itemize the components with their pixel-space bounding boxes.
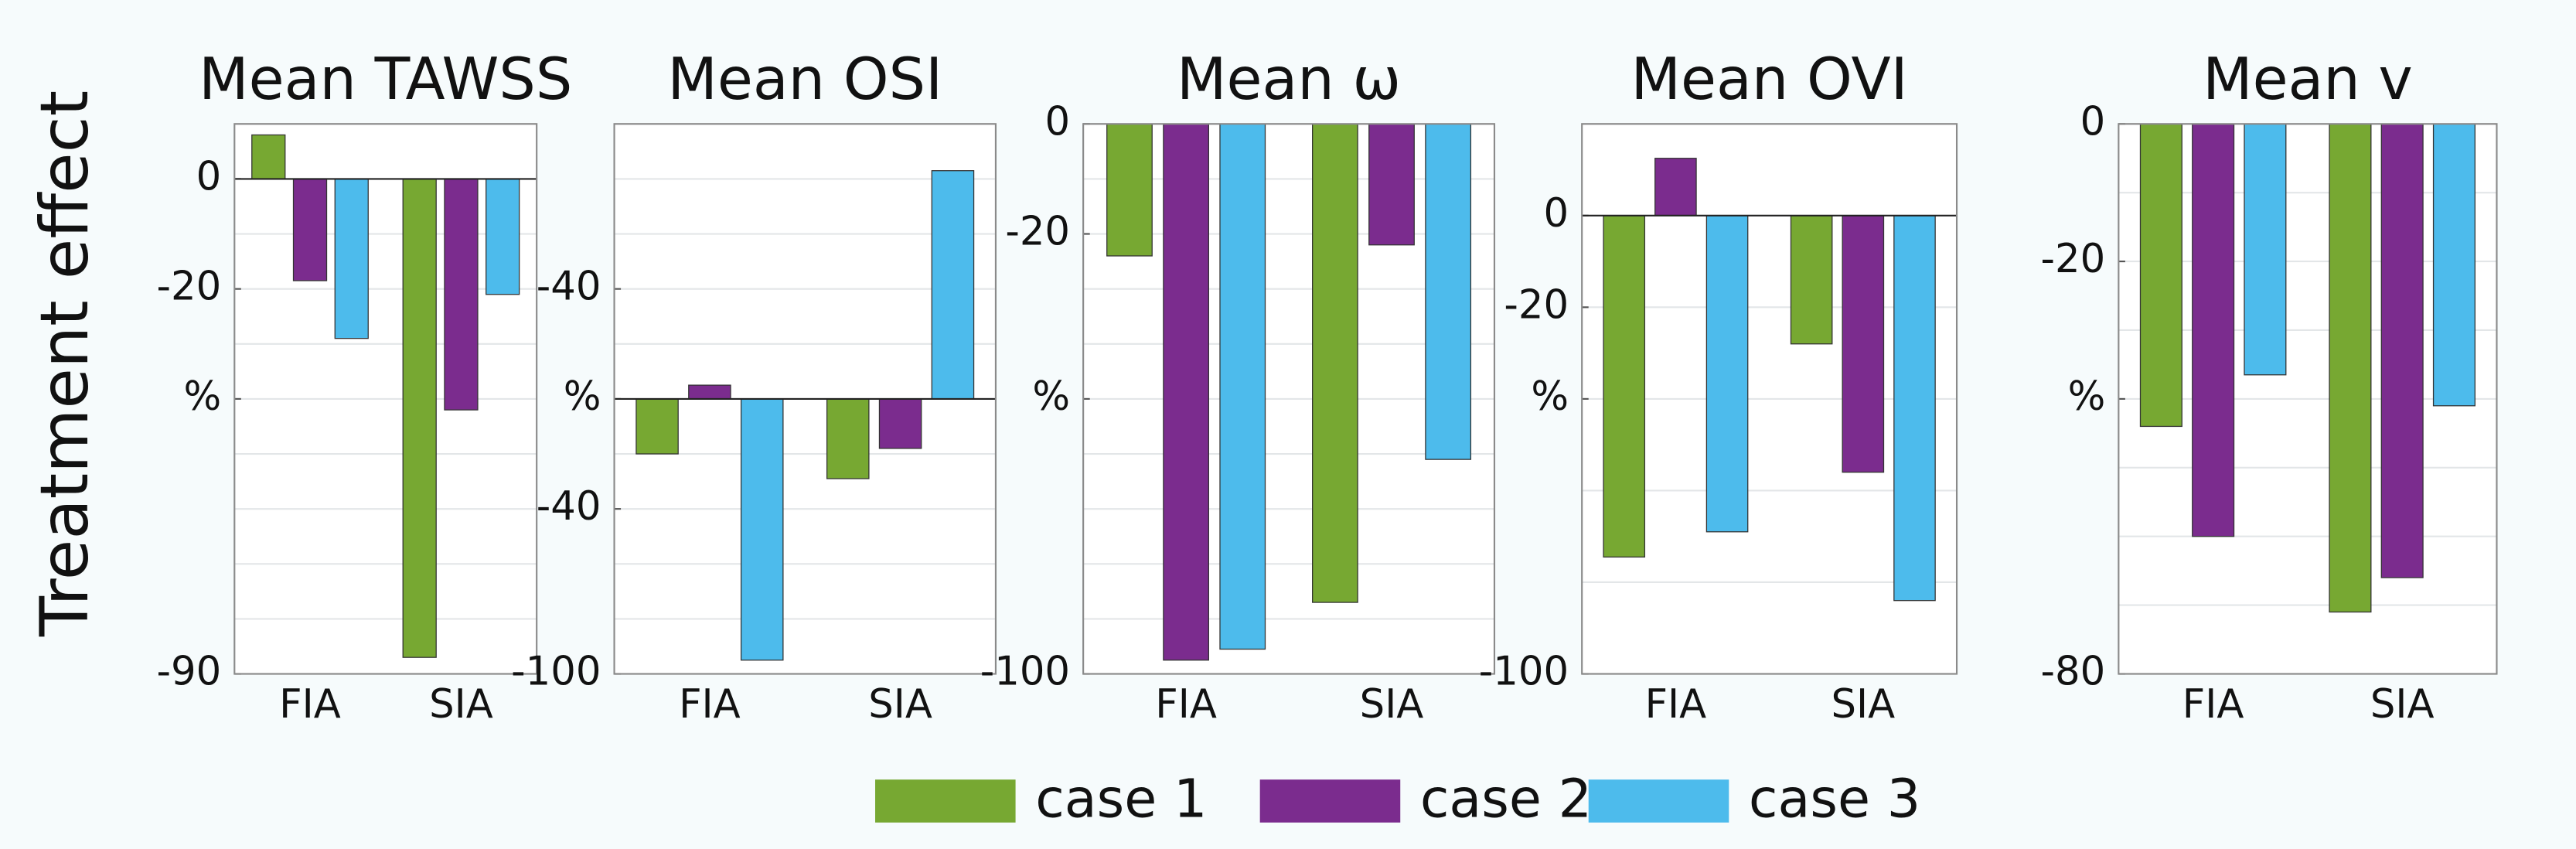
bar (2432, 123, 2475, 407)
x-tick-label: SIA (1360, 681, 1424, 728)
y-tick-label: 0 (2080, 98, 2106, 145)
bar (2139, 123, 2182, 428)
bar (688, 384, 731, 400)
legend-swatch (1259, 779, 1401, 823)
x-tick-label: FIA (1155, 681, 1217, 728)
y-tick-label: 0 (196, 153, 222, 199)
bar (402, 178, 437, 658)
y-tick-label: 0 (1543, 190, 1569, 237)
bar (334, 178, 369, 339)
bar (1219, 123, 1266, 650)
y-tick-label: -20 (156, 264, 221, 310)
y-tick-label: -90 (156, 649, 221, 695)
bar (444, 178, 479, 411)
bar (1425, 123, 1472, 460)
y-tick-label: -20 (1005, 209, 1070, 255)
bar (1163, 123, 1210, 661)
x-tick-label: SIA (2370, 681, 2435, 728)
bar (931, 170, 975, 400)
legend-label: case 3 (1749, 769, 1920, 830)
y-tick-label: -40 (537, 264, 601, 310)
x-tick-label: FIA (279, 681, 341, 728)
panel-title: Mean ω (1177, 46, 1401, 113)
bar (486, 178, 520, 295)
bar (1312, 123, 1358, 603)
bar (740, 398, 784, 661)
bar (1603, 215, 1646, 558)
y-tick-label: -100 (1479, 649, 1569, 695)
plot-border (233, 123, 538, 675)
bar (292, 178, 328, 281)
bar (1106, 123, 1153, 257)
bar (826, 398, 870, 479)
y-tick-label: -100 (980, 649, 1070, 695)
x-tick-label: FIA (2182, 681, 2244, 728)
bar (2244, 123, 2287, 376)
bar (635, 398, 679, 455)
y-tick-label: -80 (2041, 649, 2106, 695)
bar (878, 398, 922, 449)
legend-label: case 2 (1420, 769, 1592, 830)
bar (1705, 215, 1749, 533)
panel-title: Mean OVI (1631, 46, 1908, 113)
bar (1842, 215, 1885, 473)
x-tick-label: SIA (1831, 681, 1895, 728)
y-tick-label: -20 (2041, 236, 2106, 282)
y-tick-label: % (1531, 373, 1569, 420)
bar (1893, 215, 1936, 602)
bar (2329, 123, 2372, 613)
legend-swatch (875, 779, 1016, 823)
legend-swatch (1588, 779, 1729, 823)
x-tick-label: SIA (429, 681, 493, 728)
bar (1654, 158, 1697, 217)
x-tick-label: SIA (868, 681, 932, 728)
bar (2192, 123, 2235, 537)
y-tick-label: -40 (537, 483, 601, 530)
y-tick-label: % (1032, 373, 1070, 420)
y-tick-label: 0 (1044, 98, 1070, 145)
panel-title: Mean OSI (667, 46, 942, 113)
y-tick-label: % (184, 373, 222, 420)
plot-border (1581, 123, 1958, 675)
plot-border (1082, 123, 1496, 675)
y-tick-label: % (2068, 373, 2106, 420)
bar (1368, 123, 1415, 246)
bar (2380, 123, 2424, 578)
y-axis-label: Treatment effect (27, 90, 104, 637)
panel-title: Mean v (2203, 46, 2413, 113)
bar (1790, 215, 1833, 345)
bar (251, 134, 286, 180)
panel-title: Mean TAWSS (199, 46, 572, 113)
plot-border (613, 123, 997, 675)
plot-border (2118, 123, 2498, 675)
y-tick-label: -20 (1504, 281, 1569, 328)
x-tick-label: FIA (1645, 681, 1707, 728)
y-tick-label: % (564, 373, 601, 420)
y-tick-label: -100 (511, 649, 601, 695)
x-tick-label: FIA (679, 681, 741, 728)
legend-label: case 1 (1035, 769, 1207, 830)
